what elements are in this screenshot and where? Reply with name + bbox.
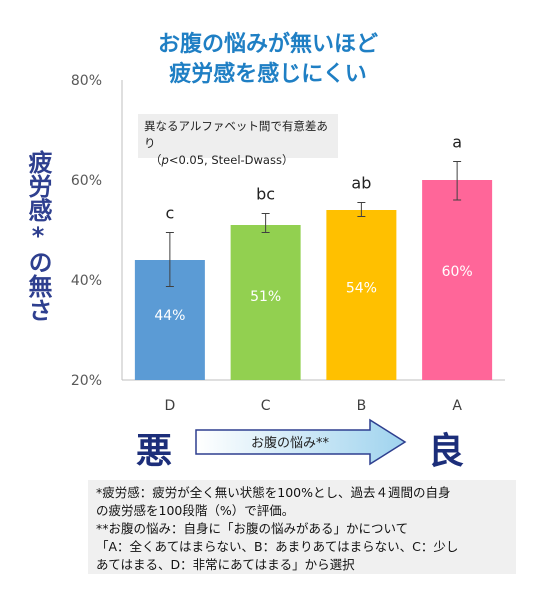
x-tick-label: B <box>357 398 367 414</box>
bar-value-label: 60% <box>442 264 473 280</box>
footnote-line-2: の疲労感を100段階（%）で評価。 <box>96 503 295 518</box>
bar-chart: 20% 40% 60% 80% 44% c D 51% bc C 54% ab B 60% a A <box>71 73 505 414</box>
arrow-label: お腹の悩み** <box>250 436 329 451</box>
footnote-line-3: **お腹の悩み：自身に「お腹の悩みがある」かについて <box>96 521 409 536</box>
good-label: 良 <box>428 431 465 472</box>
title-line-2: 疲労感を感じにくい <box>169 62 367 87</box>
footnote-line-5: あてはまる、D：非常にあてはまる」から選択 <box>96 557 355 572</box>
significance-letter: ab <box>351 174 371 193</box>
footnote-box: *疲労感：疲労が全く無い状態を100%とし、過去４週間の自身 の疲労感を100段… <box>88 480 516 574</box>
y-tick-label: 40% <box>71 273 102 289</box>
note-paren: （ <box>150 153 162 167</box>
significance-letter: bc <box>256 185 275 204</box>
title-line-1: お腹の悩みが無いほど <box>157 32 378 57</box>
footnote-line-4: 「A：全くあてはまらない、B：あまりあてはまらない、C：少し <box>96 539 459 554</box>
bar <box>326 210 397 380</box>
x-tick-label: D <box>164 398 175 414</box>
bar-value-label: 44% <box>154 308 185 324</box>
note-p-italic: p <box>161 153 169 167</box>
x-tick-label: C <box>261 398 271 414</box>
chart-title: お腹の悩みが無いほど 疲労感を感じにくい <box>0 30 536 90</box>
significance-note: 異なるアルファベット間で有意差あり （p<0.05, Steel-Dwass） <box>138 114 338 167</box>
x-tick-label: A <box>452 398 462 414</box>
bar <box>422 180 493 380</box>
y-axis-label: 疲労感*の無さ <box>24 150 52 322</box>
y-tick-label: 60% <box>71 173 102 189</box>
direction-arrow: お腹の悩み** <box>195 418 410 466</box>
significance-note-line2: （p<0.05, Steel-Dwass） <box>144 152 332 169</box>
footnote-line-1: *疲労感：疲労が全く無い状態を100%とし、過去４週間の自身 <box>96 485 451 500</box>
significance-note-line1: 異なるアルファベット間で有意差あり <box>144 119 328 150</box>
significance-letter: c <box>165 204 174 223</box>
arrow-shape <box>195 418 407 466</box>
bar-value-label: 51% <box>250 289 281 305</box>
significance-letter: a <box>452 133 462 152</box>
y-tick-label: 20% <box>71 373 102 389</box>
bad-label: 悪 <box>136 431 173 472</box>
y-tick-label: 80% <box>71 73 102 89</box>
bar-value-label: 54% <box>346 281 377 297</box>
bar <box>230 225 301 380</box>
note-p-rest: <0.05, Steel-Dwass） <box>168 153 294 167</box>
